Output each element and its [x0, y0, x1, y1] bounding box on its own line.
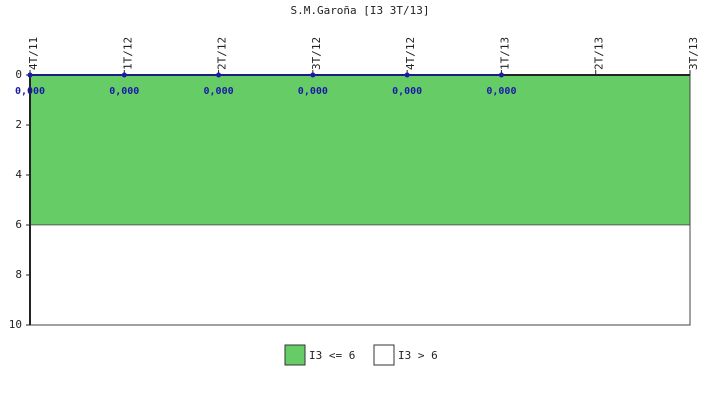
x-tick-label: 3T/13 — [687, 37, 700, 70]
value-label: 0,000 — [109, 86, 139, 97]
legend-label: I3 <= 6 — [309, 349, 355, 362]
value-label: 0,000 — [298, 86, 328, 97]
x-tick-label: 3T/12 — [310, 37, 323, 70]
value-label: 0,000 — [486, 86, 516, 97]
value-label: 0,000 — [204, 86, 234, 97]
x-tick-label: 4T/12 — [404, 37, 417, 70]
value-label: 0,000 — [392, 86, 422, 97]
x-tick-label: 2T/12 — [216, 37, 229, 70]
band — [29, 74, 691, 226]
legend-swatch — [373, 344, 395, 366]
data-point — [310, 72, 316, 78]
x-tick-label: 1T/13 — [498, 37, 511, 70]
y-tick-label: 2 — [15, 118, 22, 131]
data-point — [27, 72, 33, 78]
data-point — [498, 72, 504, 78]
x-tick-label: 2T/13 — [593, 37, 606, 70]
y-tick-label: 8 — [15, 268, 22, 281]
legend-swatch — [284, 344, 306, 366]
y-tick-label: 4 — [15, 168, 22, 181]
data-point — [404, 72, 410, 78]
y-tick-label: 0 — [15, 68, 22, 81]
y-tick-label: 6 — [15, 218, 22, 231]
x-tick-label: 1T/12 — [121, 37, 134, 70]
legend-label: I3 > 6 — [398, 349, 438, 362]
value-label: 0,000 — [15, 86, 45, 97]
data-point — [121, 72, 127, 78]
chart-title: S.M.Garoña [I3 3T/13] — [290, 4, 429, 17]
x-tick-label: 4T/11 — [27, 37, 40, 70]
y-tick-label: 10 — [9, 318, 22, 331]
data-point — [216, 72, 222, 78]
band — [29, 224, 691, 326]
